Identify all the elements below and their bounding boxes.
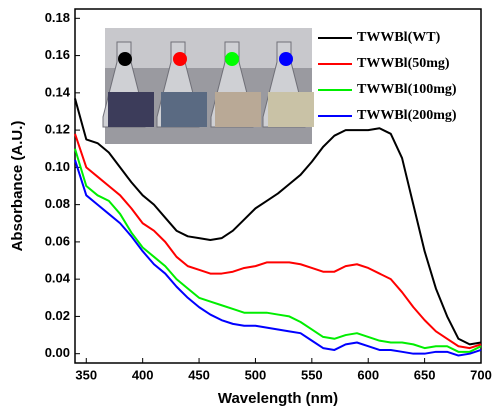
y-tick-label: 0.04 [45, 271, 71, 286]
x-tick-label: 500 [245, 367, 267, 382]
y-tick-label: 0.06 [45, 233, 70, 248]
y-tick-label: 0.08 [45, 196, 70, 211]
y-tick-label: 0.18 [45, 10, 70, 25]
photo-inset [103, 28, 314, 144]
y-tick-label: 0.10 [45, 159, 70, 174]
legend-label: TWWBl(WT) [357, 30, 441, 45]
chart: Wavelength (nm) Absorbance (A.U.) 0.00 0.… [0, 0, 493, 409]
y-tick-label: 0.12 [45, 122, 70, 137]
x-tick-label: 700 [470, 367, 492, 382]
x-tick-label: 450 [188, 367, 210, 382]
legend-label: TWWBl(50mg) [357, 56, 450, 71]
y-tick-label: 0.02 [45, 308, 70, 323]
data-line [75, 149, 481, 352]
x-tick-label: 400 [132, 367, 154, 382]
data-line [75, 160, 481, 356]
y-tick-label: 0.14 [45, 84, 71, 99]
x-tick-label: 600 [357, 367, 379, 382]
x-tick-label: 650 [414, 367, 436, 382]
y-tick-label: 0.00 [45, 345, 70, 360]
legend-label: TWWBl(100mg) [357, 82, 457, 97]
x-tick-label: 350 [75, 367, 97, 382]
x-axis-label: Wavelength (nm) [218, 390, 338, 407]
x-tick-label: 550 [301, 367, 323, 382]
y-axis-label: Absorbance (A.U.) [9, 121, 26, 252]
legend-label: TWWBl(200mg) [357, 108, 457, 123]
y-tick-label: 0.16 [45, 47, 70, 62]
